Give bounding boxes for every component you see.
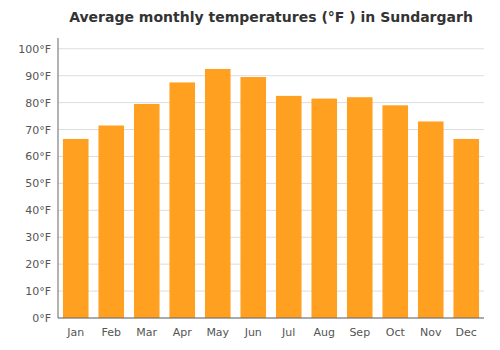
y-axis-line: [58, 38, 59, 318]
x-tick-label: Aug: [314, 326, 335, 339]
y-tick-label: 30°F: [25, 231, 51, 244]
bar: [347, 97, 373, 318]
bar: [418, 121, 444, 318]
bar: [134, 104, 160, 318]
x-tick-label: Jul: [281, 326, 295, 339]
grid-line: [58, 75, 484, 76]
x-tick-label: Sep: [349, 326, 370, 339]
x-tick-label: Dec: [456, 326, 477, 339]
chart-title: Average monthly temperatures (°F ) in Su…: [69, 9, 473, 25]
bar: [311, 99, 337, 318]
bar: [63, 139, 89, 318]
y-tick-label: 80°F: [25, 97, 51, 110]
grid-line: [58, 318, 484, 319]
x-tick-label: Mar: [136, 326, 157, 339]
chart-container: Average monthly temperatures (°F ) in Su…: [0, 0, 500, 350]
grid-line: [58, 48, 484, 49]
bar: [453, 139, 479, 318]
bars: [63, 69, 479, 318]
y-tick-label: 100°F: [18, 43, 51, 56]
y-tick-label: 70°F: [25, 124, 51, 137]
bar: [240, 77, 266, 318]
bar: [276, 96, 302, 318]
y-tick-label: 50°F: [25, 177, 51, 190]
chart: Average monthly temperatures (°F ) in Su…: [0, 0, 500, 350]
bar: [382, 105, 408, 318]
y-tick-label: 90°F: [25, 70, 51, 83]
bar: [169, 82, 195, 318]
x-tick-label: Jun: [244, 326, 262, 339]
y-tick-label: 40°F: [25, 204, 51, 217]
x-tick-label: Nov: [420, 326, 442, 339]
y-grid: [58, 49, 484, 318]
bar: [98, 126, 124, 319]
y-tick-label: 0°F: [32, 312, 51, 325]
grid-line: [58, 102, 484, 103]
x-tick-label: Feb: [102, 326, 121, 339]
x-tick-label: May: [206, 326, 229, 339]
y-tick-label: 60°F: [25, 150, 51, 163]
x-tick-label: Jan: [66, 326, 84, 339]
bar: [205, 69, 231, 318]
y-tick-label: 20°F: [25, 258, 51, 271]
y-tick-label: 10°F: [25, 285, 51, 298]
x-tick-label: Oct: [386, 326, 406, 339]
x-axis-line: [58, 318, 484, 319]
x-tick-label: Apr: [173, 326, 193, 339]
